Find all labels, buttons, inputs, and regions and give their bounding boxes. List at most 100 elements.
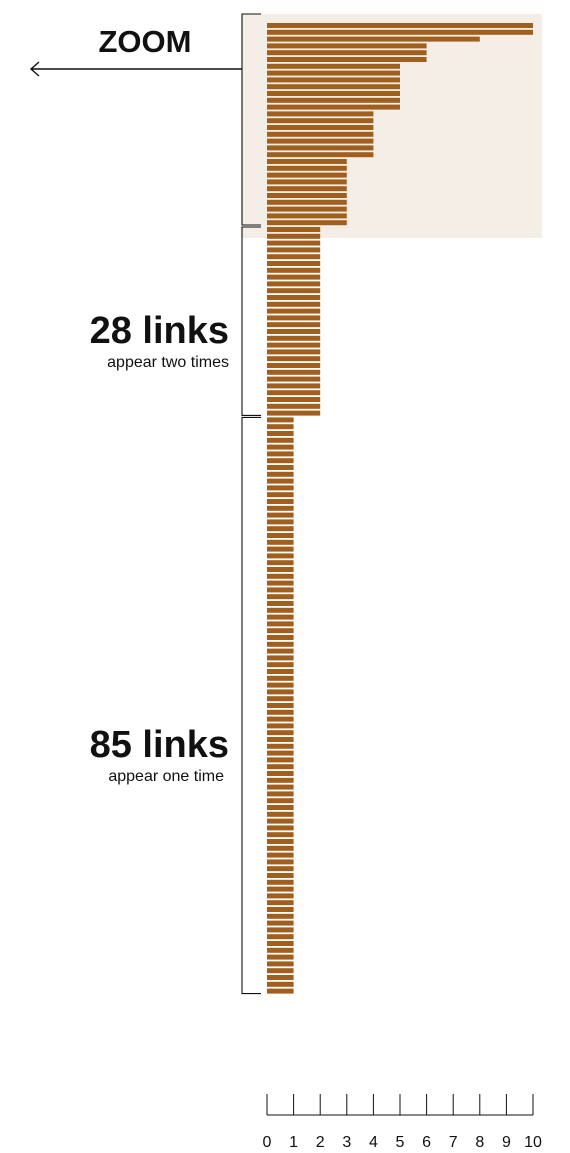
bar xyxy=(267,669,294,674)
bar xyxy=(267,57,427,62)
bar xyxy=(267,526,294,532)
bar xyxy=(267,954,294,960)
bar xyxy=(267,825,294,831)
bar xyxy=(267,533,294,538)
bar xyxy=(267,750,294,756)
bar xyxy=(267,873,294,878)
group-one-count: 85 links xyxy=(90,724,229,766)
bar xyxy=(267,424,294,430)
bar xyxy=(267,628,294,634)
bar xyxy=(267,879,294,885)
bar xyxy=(267,968,294,974)
bar xyxy=(267,240,321,246)
bar xyxy=(267,512,294,518)
bar xyxy=(267,376,321,382)
bar xyxy=(267,131,374,137)
group-one-desc: appear one time xyxy=(108,768,224,785)
x-tick-label: 9 xyxy=(502,1134,511,1151)
bar xyxy=(267,709,294,715)
bar xyxy=(267,165,347,171)
bar xyxy=(267,832,294,838)
bar xyxy=(267,764,294,770)
bar xyxy=(267,444,294,450)
bar xyxy=(267,655,294,661)
bar xyxy=(267,601,294,606)
bar xyxy=(267,573,294,579)
bar xyxy=(267,342,321,348)
bar xyxy=(267,505,294,511)
bar xyxy=(267,267,321,273)
x-tick-label: 5 xyxy=(396,1134,405,1151)
bar xyxy=(267,431,294,436)
bar xyxy=(267,288,321,294)
bar xyxy=(267,723,294,729)
bar xyxy=(267,390,321,396)
bar xyxy=(267,471,294,477)
bar xyxy=(267,941,294,946)
bar xyxy=(267,227,321,232)
bar xyxy=(267,84,400,90)
bar xyxy=(267,934,294,940)
bar xyxy=(267,730,294,736)
bar xyxy=(267,988,294,994)
bar xyxy=(267,179,347,185)
group-two-desc: appear two times xyxy=(107,354,229,371)
x-axis: 0 1 2 3 4 5 6 7 8 9 10 xyxy=(263,1094,542,1151)
bar xyxy=(267,648,294,654)
bar xyxy=(267,417,294,423)
bar xyxy=(267,920,294,926)
bar xyxy=(267,703,294,708)
bar xyxy=(267,138,374,144)
x-tick-label: 10 xyxy=(524,1134,542,1151)
bar xyxy=(267,199,347,205)
bar xyxy=(267,254,321,260)
bar xyxy=(267,560,294,566)
bar xyxy=(267,118,374,124)
bar xyxy=(267,859,294,865)
one-time-bracket xyxy=(241,416,261,995)
bar xyxy=(267,295,321,300)
bar xyxy=(267,771,294,776)
zoom-label: ZOOM xyxy=(99,24,192,59)
bar xyxy=(267,247,321,253)
bar xyxy=(267,607,294,613)
bar xyxy=(267,29,533,35)
bar xyxy=(267,335,321,341)
group-two-count: 28 links xyxy=(90,310,229,352)
bar xyxy=(267,716,294,722)
x-tick-label: 6 xyxy=(422,1134,431,1151)
bar xyxy=(267,907,294,912)
x-tick-label: 4 xyxy=(369,1134,378,1151)
bar xyxy=(267,927,294,933)
bar xyxy=(267,125,374,130)
bar xyxy=(267,281,321,287)
bar xyxy=(267,553,294,559)
bar xyxy=(267,900,294,906)
bars-group xyxy=(267,23,533,994)
bar xyxy=(267,43,427,49)
bar xyxy=(267,410,321,416)
bar xyxy=(267,301,321,307)
bar xyxy=(267,159,347,164)
x-tick-label: 7 xyxy=(449,1134,458,1151)
bar xyxy=(267,852,294,858)
bar xyxy=(267,886,294,892)
bar xyxy=(267,947,294,953)
bar xyxy=(267,356,321,362)
annotation-labels: ZOOM 28 links appear two times 85 links … xyxy=(90,24,229,785)
bar xyxy=(267,63,400,69)
bar xyxy=(267,696,294,702)
bar xyxy=(267,757,294,763)
brackets-group xyxy=(29,13,261,995)
bar xyxy=(267,451,294,457)
zoom-bracket xyxy=(241,13,261,226)
bar xyxy=(267,145,374,151)
bar xyxy=(267,152,374,158)
bar xyxy=(267,465,294,470)
bar xyxy=(267,587,294,593)
bar xyxy=(267,36,480,42)
bar xyxy=(267,437,294,443)
zoom-arrow xyxy=(29,61,242,77)
x-tick-label: 2 xyxy=(316,1134,325,1151)
bar xyxy=(267,97,400,103)
